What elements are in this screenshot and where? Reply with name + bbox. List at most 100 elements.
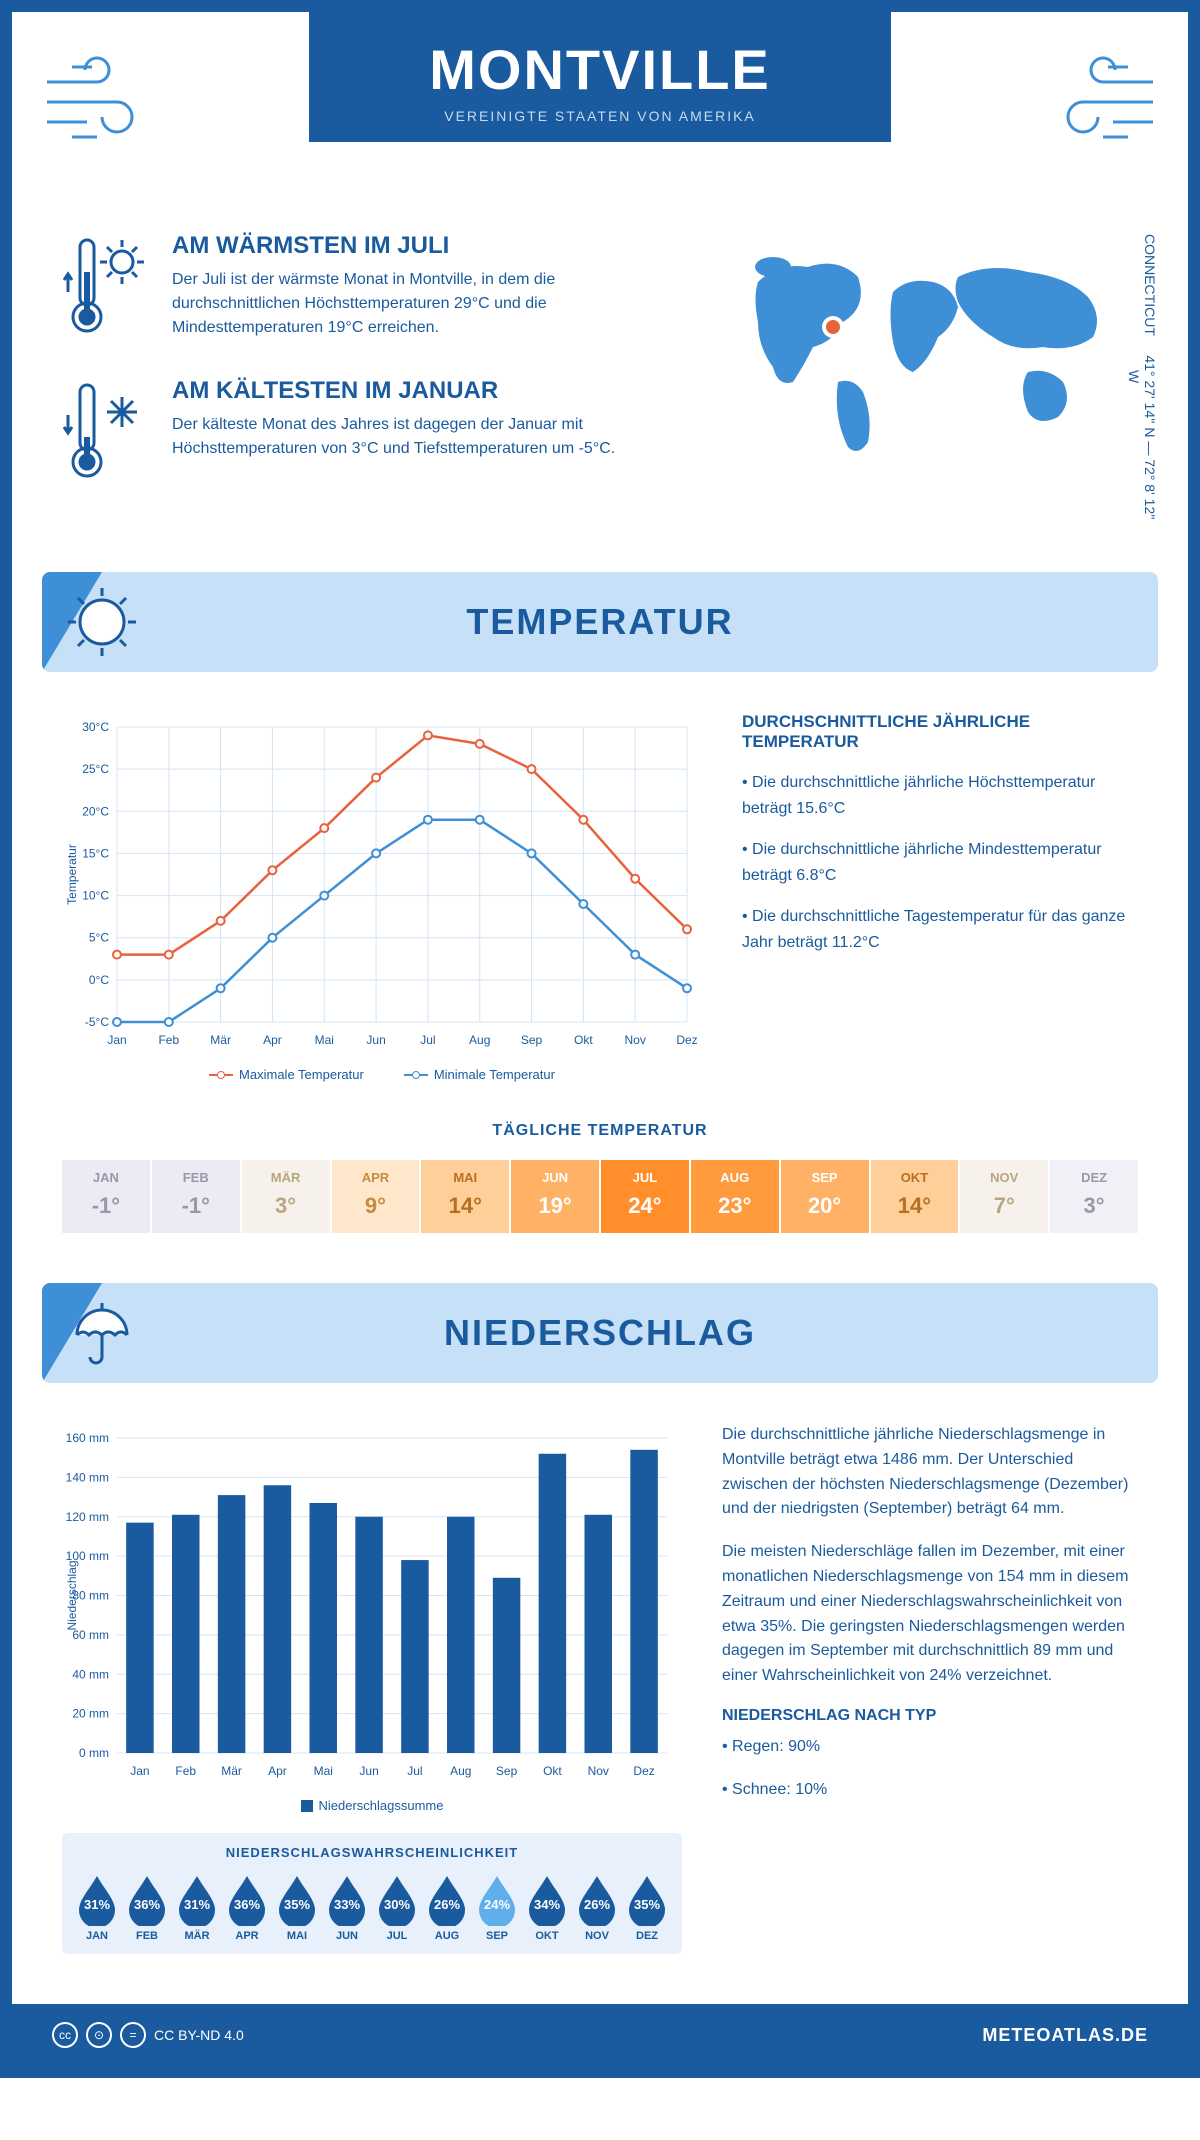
svg-text:20°C: 20°C (82, 804, 109, 818)
type-item: • Schnee: 10% (722, 1778, 1138, 1803)
svg-text:140 mm: 140 mm (66, 1470, 109, 1484)
drop-cell: 31%JAN (74, 1872, 120, 1942)
footer: cc ⊙ = CC BY-ND 4.0 METEOATLAS.DE (12, 2004, 1188, 2066)
section-title: NIEDERSCHLAG (142, 1312, 1158, 1354)
drop-cell: 31%MÄR (174, 1872, 220, 1942)
section-header-precipitation: NIEDERSCHLAG (42, 1283, 1158, 1383)
umbrella-icon (62, 1293, 142, 1373)
month-cell: OKT14° (871, 1160, 959, 1233)
drop-cell: 36%APR (224, 1872, 270, 1942)
coldest-title: AM KÄLTESTEN IM JANUAR (172, 377, 678, 405)
nd-icon: = (120, 2022, 146, 2048)
overview-section: AM WÄRMSTEN IM JULI Der Juli ist der wär… (12, 212, 1188, 562)
month-cell: FEB-1° (152, 1160, 240, 1233)
drop-cell: 35%MAI (274, 1872, 320, 1942)
month-cell: JUL24° (601, 1160, 689, 1233)
svg-text:Dez: Dez (676, 1033, 697, 1047)
svg-text:30°C: 30°C (82, 720, 109, 734)
sun-icon (62, 582, 142, 662)
month-cell: APR9° (332, 1160, 420, 1233)
svg-text:Jul: Jul (420, 1033, 435, 1047)
warmest-title: AM WÄRMSTEN IM JULI (172, 232, 678, 260)
drop-cell: 33%JUN (324, 1872, 370, 1942)
license: cc ⊙ = CC BY-ND 4.0 (52, 2022, 244, 2048)
drop-cell: 34%OKT (524, 1872, 570, 1942)
svg-text:160 mm: 160 mm (66, 1431, 109, 1445)
svg-text:Apr: Apr (263, 1033, 282, 1047)
svg-text:Jan: Jan (107, 1033, 126, 1047)
svg-text:25°C: 25°C (82, 762, 109, 776)
month-cell: MAI14° (421, 1160, 509, 1233)
chart-legend: Niederschlagssumme (62, 1798, 682, 1813)
title-banner: MONTVILLE VEREINIGTE STAATEN VON AMERIKA (309, 12, 891, 142)
by-icon: ⊙ (86, 2022, 112, 2048)
svg-text:5°C: 5°C (89, 931, 109, 945)
drop-cell: 36%FEB (124, 1872, 170, 1942)
svg-text:Sep: Sep (496, 1764, 518, 1778)
month-cell: NOV7° (960, 1160, 1048, 1233)
svg-text:Feb: Feb (175, 1764, 196, 1778)
fact-item: • Die durchschnittliche jährliche Höchst… (742, 770, 1138, 821)
svg-text:Jul: Jul (407, 1764, 422, 1778)
fact-item: • Die durchschnittliche jährliche Mindes… (742, 837, 1138, 888)
svg-text:Nov: Nov (625, 1033, 646, 1047)
city-title: MONTVILLE (429, 37, 771, 102)
svg-text:40 mm: 40 mm (72, 1667, 109, 1681)
svg-text:0 mm: 0 mm (79, 1746, 109, 1760)
svg-text:Mär: Mär (221, 1764, 242, 1778)
coordinates: CONNECTICUT 41° 27' 14'' N — 72° 8' 12''… (1126, 232, 1158, 522)
country-subtitle: VEREINIGTE STAATEN VON AMERIKA (429, 108, 771, 124)
svg-text:0°C: 0°C (89, 973, 109, 987)
svg-text:20 mm: 20 mm (72, 1707, 109, 1721)
chart-legend: Maximale Temperatur Minimale Temperatur (62, 1067, 702, 1082)
coldest-body: Der kälteste Monat des Jahres ist dagege… (172, 413, 678, 461)
svg-text:Mär: Mär (210, 1033, 231, 1047)
world-map: CONNECTICUT 41° 27' 14'' N — 72° 8' 12''… (718, 232, 1138, 522)
svg-text:Jun: Jun (366, 1033, 385, 1047)
month-cell: SEP20° (781, 1160, 869, 1233)
svg-text:Aug: Aug (450, 1764, 471, 1778)
month-cell: JUN19° (511, 1160, 599, 1233)
svg-text:Jan: Jan (130, 1764, 149, 1778)
thermometer-snow-icon (62, 377, 152, 492)
type-item: • Regen: 90% (722, 1735, 1138, 1760)
month-cell: DEZ3° (1050, 1160, 1138, 1233)
section-title: TEMPERATUR (142, 601, 1158, 643)
svg-text:Mai: Mai (315, 1033, 334, 1047)
temperature-facts: DURCHSCHNITTLICHE JÄHRLICHE TEMPERATUR •… (742, 712, 1138, 1082)
svg-text:Sep: Sep (521, 1033, 543, 1047)
wind-icon (42, 52, 162, 152)
month-cell: JAN-1° (62, 1160, 150, 1233)
svg-text:Dez: Dez (633, 1764, 654, 1778)
precipitation-text: Die durchschnittliche jährliche Niedersc… (722, 1423, 1138, 1954)
svg-text:-5°C: -5°C (85, 1015, 109, 1029)
svg-text:Jun: Jun (359, 1764, 378, 1778)
drop-cell: 24%SEP (474, 1872, 520, 1942)
svg-text:Temperatur: Temperatur (65, 844, 79, 905)
svg-text:Feb: Feb (158, 1033, 179, 1047)
drop-cell: 26%NOV (574, 1872, 620, 1942)
cc-icon: cc (52, 2022, 78, 2048)
warmest-block: AM WÄRMSTEN IM JULI Der Juli ist der wär… (62, 232, 678, 347)
svg-text:Okt: Okt (574, 1033, 593, 1047)
warmest-body: Der Juli ist der wärmste Monat in Montvi… (172, 268, 678, 340)
svg-text:Mai: Mai (314, 1764, 333, 1778)
precipitation-probability: NIEDERSCHLAGSWAHRSCHEINLICHKEIT 31%JAN36… (62, 1833, 682, 1954)
drop-cell: 35%DEZ (624, 1872, 670, 1942)
svg-text:Nov: Nov (588, 1764, 609, 1778)
drop-cell: 26%AUG (424, 1872, 470, 1942)
svg-text:120 mm: 120 mm (66, 1510, 109, 1524)
svg-text:Apr: Apr (268, 1764, 287, 1778)
section-header-temperature: TEMPERATUR (42, 572, 1158, 672)
precipitation-chart: 0 mm20 mm40 mm60 mm80 mm100 mm120 mm140 … (62, 1423, 682, 1954)
site-credit: METEOATLAS.DE (982, 2025, 1148, 2046)
fact-item: • Die durchschnittliche Tagestemperatur … (742, 904, 1138, 955)
infographic-container: MONTVILLE VEREINIGTE STAATEN VON AMERIKA (0, 0, 1200, 2078)
svg-text:10°C: 10°C (82, 889, 109, 903)
month-cell: MÄR3° (242, 1160, 330, 1233)
temperature-chart: -5°C0°C5°C10°C15°C20°C25°C30°CJanFebMärA… (62, 712, 702, 1082)
drop-cell: 30%JUL (374, 1872, 420, 1942)
svg-text:Aug: Aug (469, 1033, 490, 1047)
month-cell: AUG23° (691, 1160, 779, 1233)
svg-text:Okt: Okt (543, 1764, 562, 1778)
